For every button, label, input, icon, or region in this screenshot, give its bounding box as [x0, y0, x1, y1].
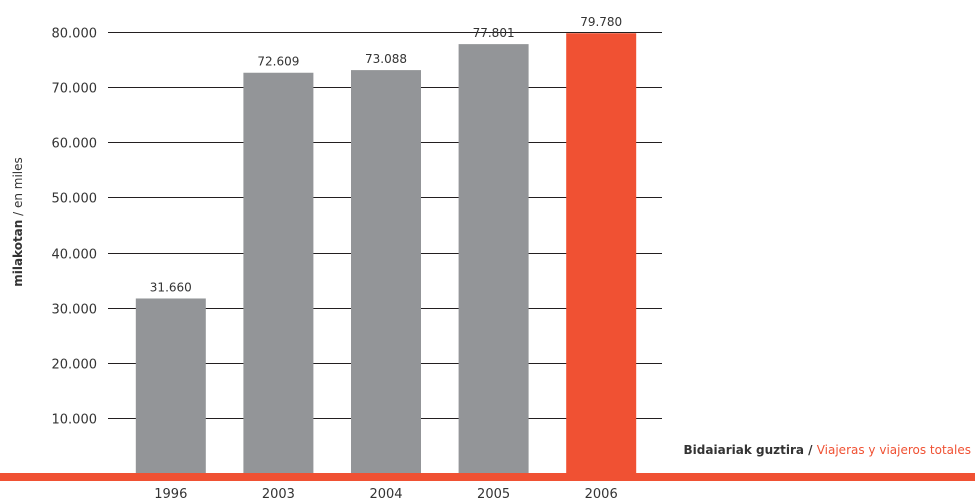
bar	[351, 70, 421, 478]
bar	[566, 33, 637, 479]
legend-title: Bidaiariak guztira	[683, 443, 804, 457]
y-tick-label: 50.000	[52, 192, 98, 207]
y-tick-label: 40.000	[52, 248, 98, 263]
y-axis-label-bold: milakotan	[11, 220, 25, 287]
y-tick-label: 80.000	[52, 27, 98, 42]
legend-accent: Viajeras y viajeros totales	[816, 443, 971, 457]
y-axis-label: milakotan / en miles	[11, 157, 25, 287]
x-tick-label: 2005	[477, 487, 510, 502]
value-label: 79.780	[580, 15, 622, 29]
x-tick-label: 2004	[369, 487, 402, 502]
y-tick-label: 60.000	[52, 137, 98, 152]
x-axis-ticks: 1996 2003 2004 2005 2006	[154, 487, 617, 502]
value-label: 72.609	[257, 55, 299, 69]
y-tick-label: 30.000	[52, 303, 98, 318]
y-axis-label-light: / en miles	[11, 157, 25, 219]
bars	[135, 33, 637, 479]
x-tick-label: 1996	[154, 487, 187, 502]
value-labels: 31.660 72.609 73.088 77.801 79.780	[150, 15, 622, 294]
x-tick-label: 2006	[585, 487, 618, 502]
legend-separator: /	[803, 443, 817, 457]
y-tick-label: 20.000	[52, 358, 98, 373]
value-label: 77.801	[473, 26, 515, 40]
baseline-bar	[0, 473, 975, 481]
bar	[458, 44, 529, 479]
value-label: 31.660	[150, 280, 192, 294]
bar	[243, 72, 314, 478]
bar	[135, 298, 206, 478]
legend: Bidaiariak guztira / Viajeras y viajeros…	[684, 443, 971, 457]
y-tick-label: 10.000	[52, 413, 98, 428]
value-label: 73.088	[365, 52, 407, 66]
y-tick-label: 70.000	[52, 82, 98, 97]
x-tick-label: 2003	[262, 487, 295, 502]
y-axis-ticks: 10.000 20.000 30.000 40.000 50.000 60.000 70.0…	[52, 27, 98, 428]
